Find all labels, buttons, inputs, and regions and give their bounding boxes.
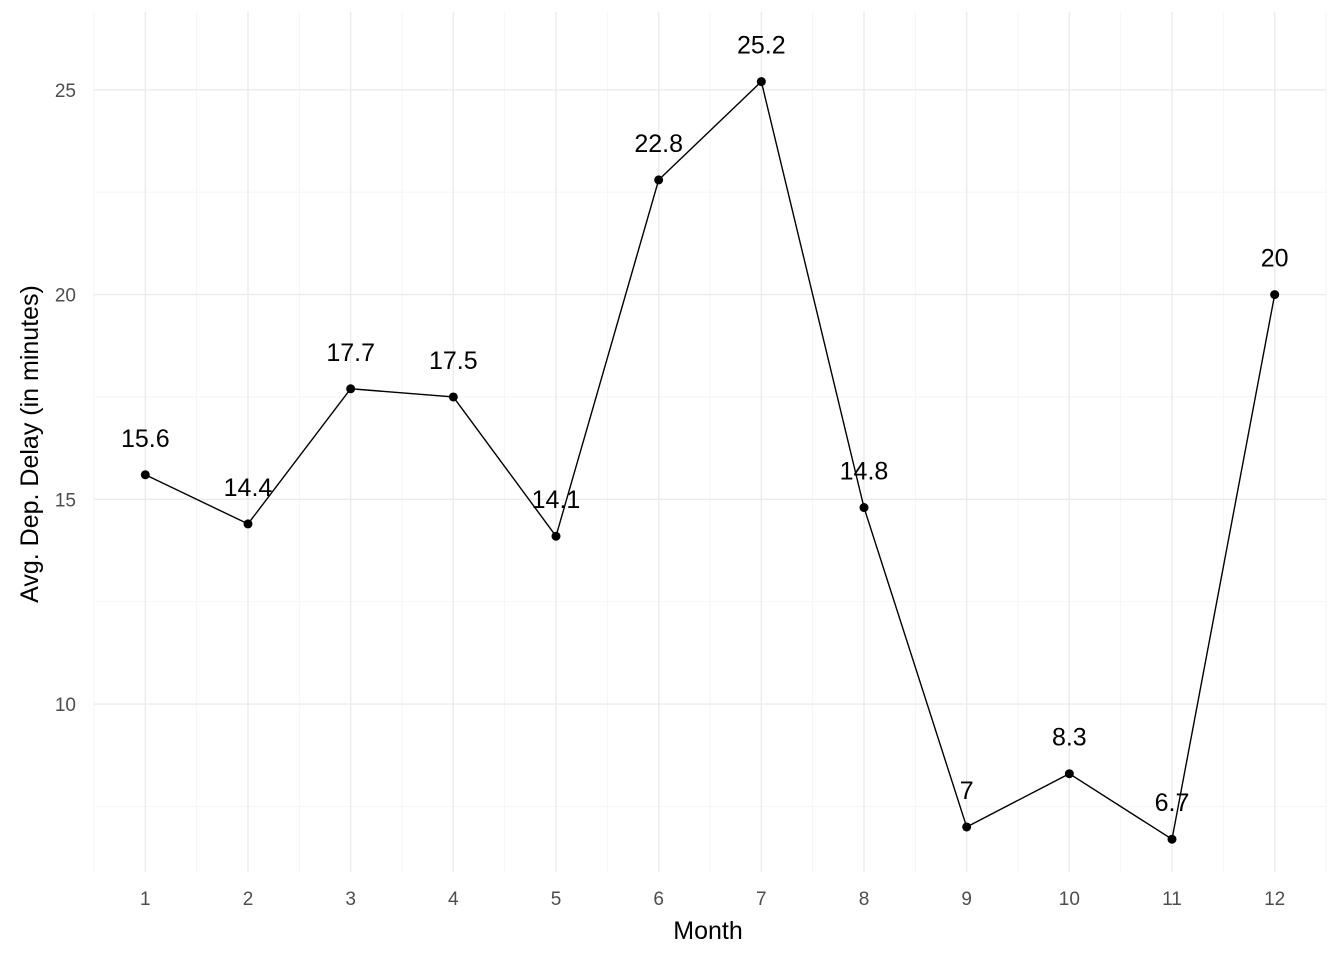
x-tick-label: 5: [551, 889, 562, 910]
data-label: 14.1: [532, 486, 581, 514]
data-point: [962, 822, 972, 832]
data-label: 14.4: [224, 474, 273, 502]
y-tick-label: 25: [55, 81, 76, 102]
data-labels: 15.6 14.4 17.7 17.5 14.1 22.8 25.2 14.8 7 8.3 6.7 2…: [121, 32, 1289, 818]
data-label: 8.3: [1052, 724, 1087, 752]
data-point: [859, 503, 869, 513]
x-tick-label: 8: [859, 889, 870, 910]
x-tick-label: 10: [1059, 889, 1080, 910]
y-tick-label: 15: [55, 490, 76, 511]
data-label: 25.2: [737, 32, 786, 60]
data-label: 17.7: [326, 339, 375, 367]
data-point: [1064, 769, 1074, 779]
x-tick-label: 6: [653, 889, 664, 910]
data-point: [756, 77, 766, 87]
x-axis-title: Month: [673, 917, 742, 945]
data-points: [140, 77, 1280, 844]
minor-gridlines: [93, 12, 1327, 872]
major-gridlines: [94, 12, 1326, 872]
data-point: [551, 531, 561, 541]
x-tick-label: 9: [961, 889, 972, 910]
data-point: [243, 519, 253, 529]
x-tick-label: 3: [345, 889, 356, 910]
data-point: [448, 392, 458, 402]
y-axis-title: Avg. Dep. Delay (in minutes): [16, 285, 44, 603]
x-tick-label: 4: [448, 889, 459, 910]
data-label: 7: [960, 777, 974, 805]
data-label: 17.5: [429, 347, 478, 375]
y-axis-ticks: 10 15 20 25: [55, 81, 76, 716]
data-label: 15.6: [121, 425, 170, 453]
data-label: 22.8: [634, 130, 683, 158]
x-tick-label: 11: [1162, 889, 1182, 910]
x-axis-ticks: 1 2 3 4 5 6 7 8 9 10 11 12: [140, 889, 1285, 910]
data-label: 20: [1261, 245, 1289, 273]
x-tick-label: 12: [1264, 889, 1285, 910]
series-line: [145, 80, 1276, 841]
data-point: [654, 175, 664, 185]
data-label: 14.8: [840, 458, 889, 486]
data-point: [346, 384, 356, 394]
series-line-group: [145, 80, 1276, 841]
data-label: 6.7: [1155, 789, 1190, 817]
x-tick-label: 2: [243, 889, 254, 910]
x-tick-label: 1: [140, 889, 151, 910]
x-tick-label: 7: [756, 889, 767, 910]
data-point: [140, 470, 150, 480]
y-tick-label: 20: [55, 286, 76, 307]
data-point: [1167, 834, 1177, 844]
data-point: [1270, 290, 1280, 300]
y-tick-label: 10: [55, 695, 76, 716]
